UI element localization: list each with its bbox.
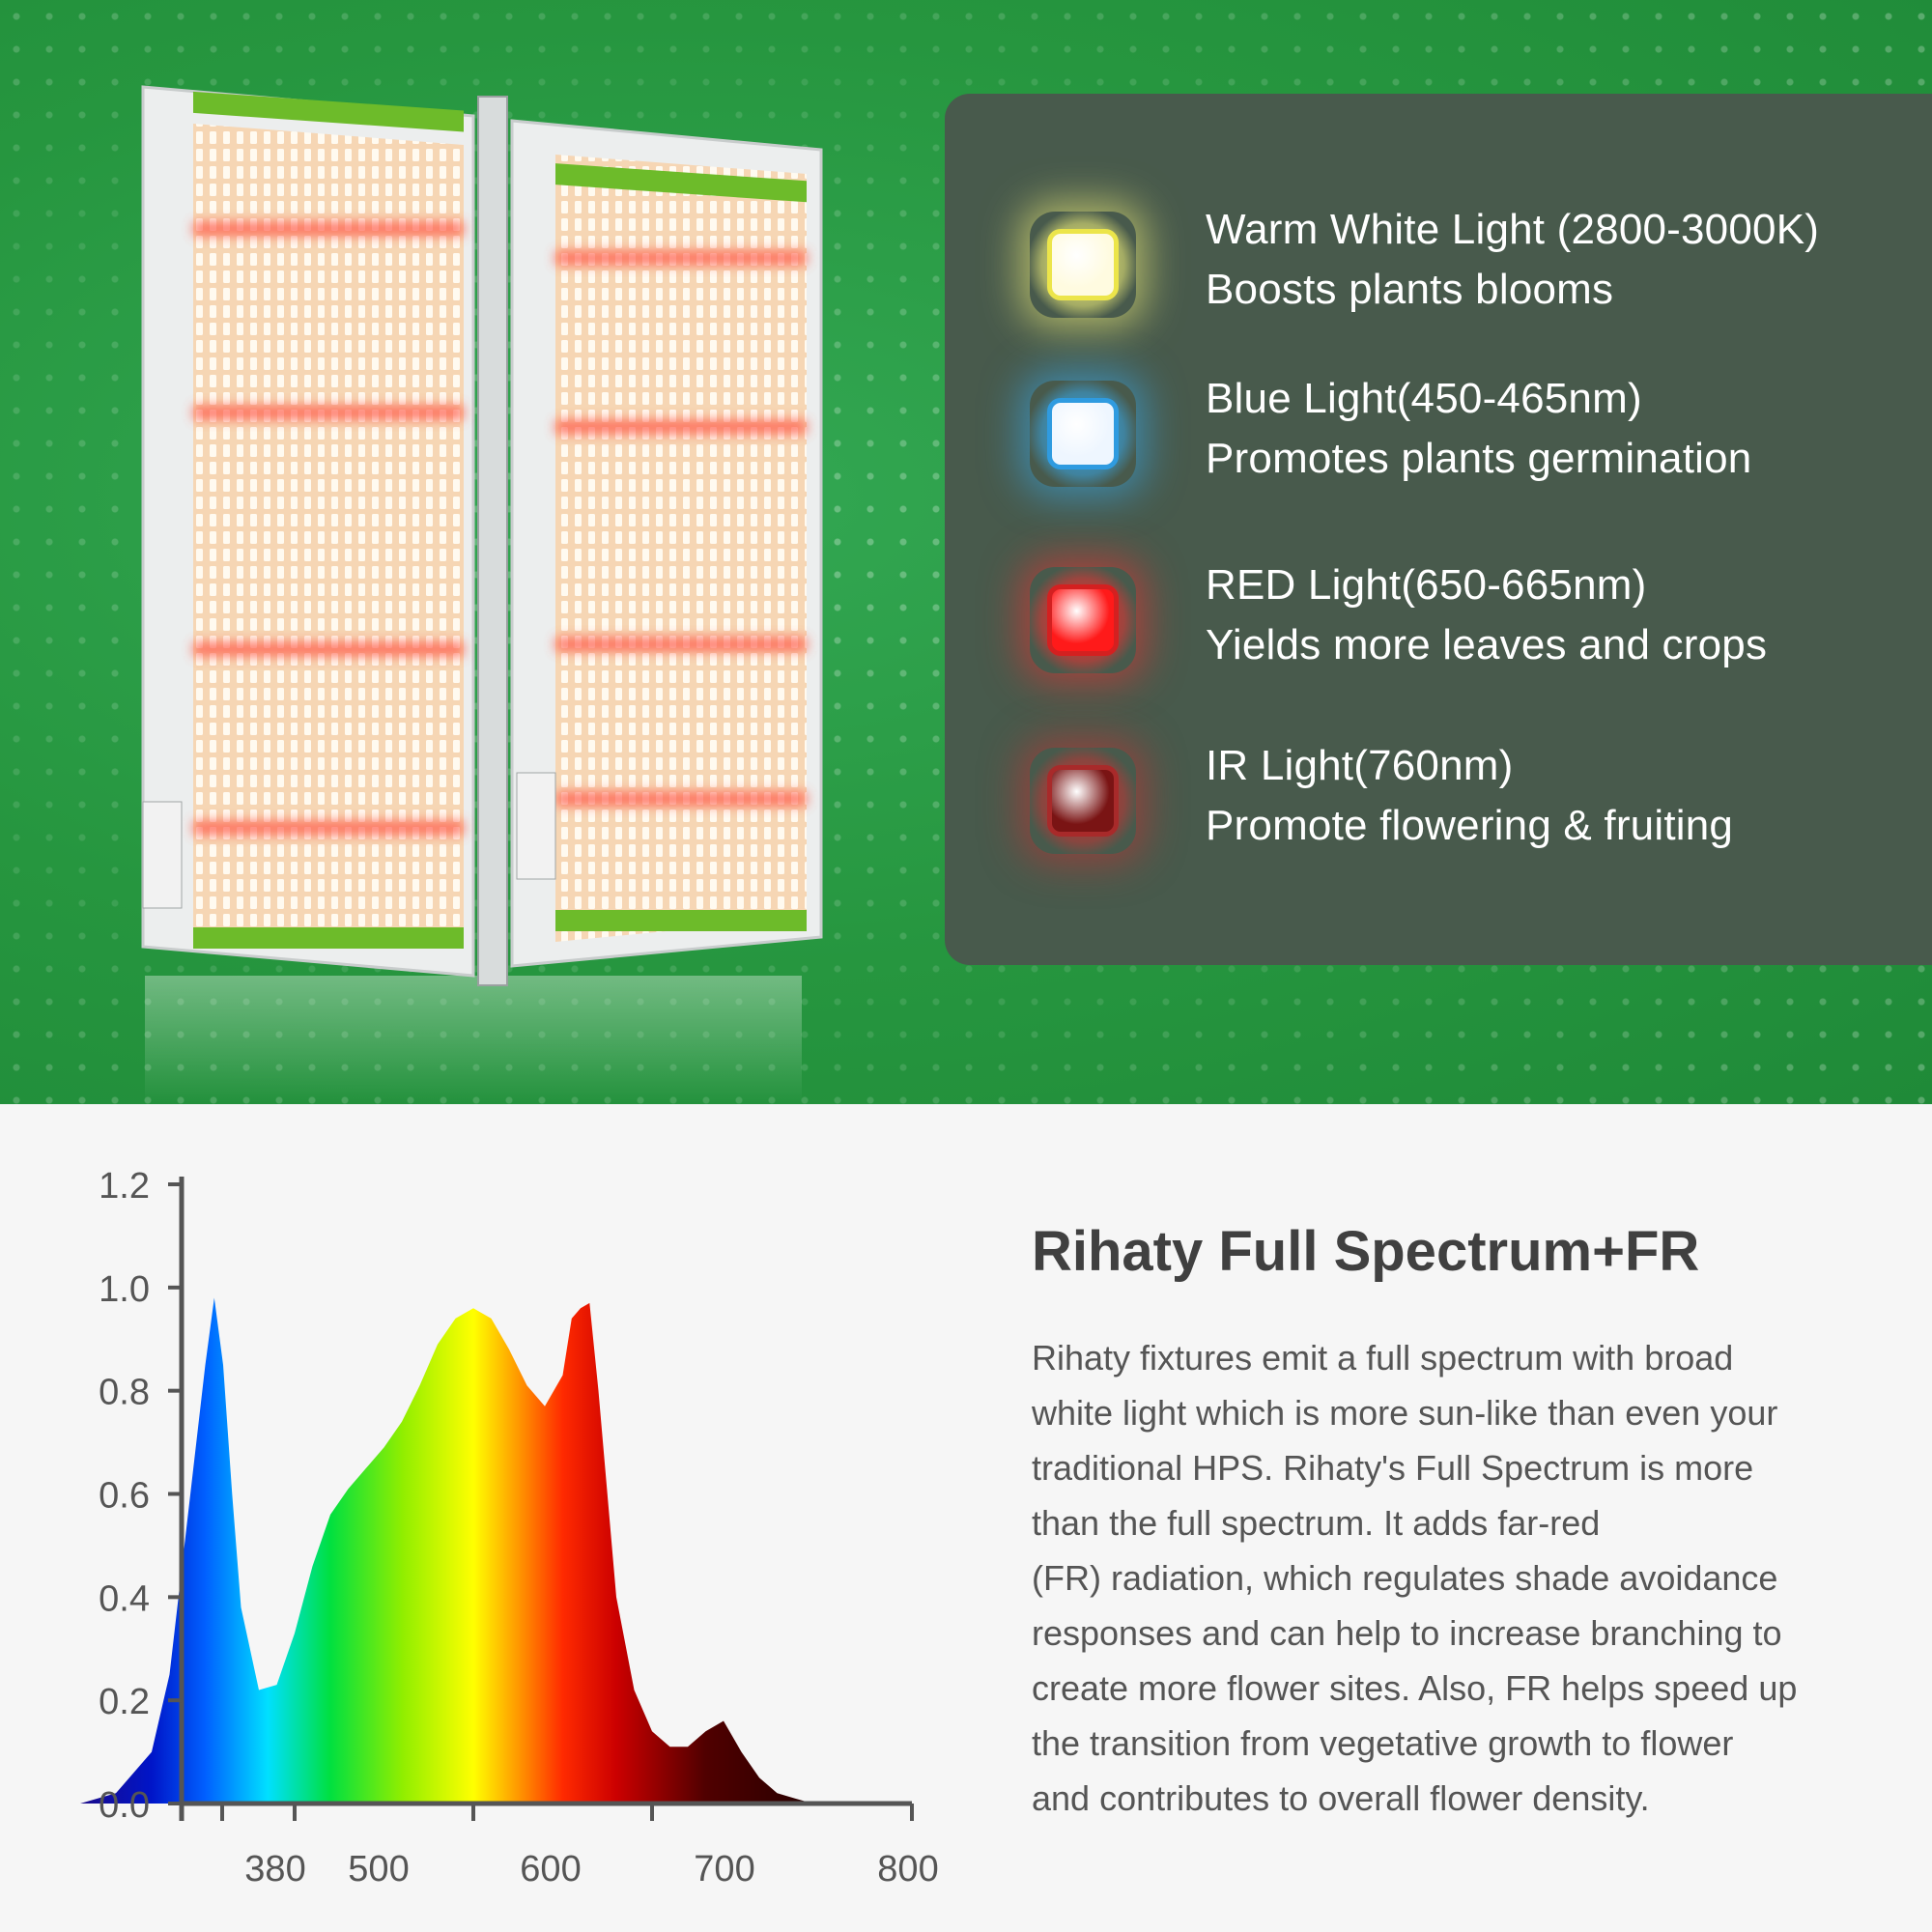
section-heading: Rihaty Full Spectrum+FR — [1032, 1220, 1700, 1283]
x-tick-label: 800 — [877, 1849, 938, 1889]
light-desc: Boosts plants blooms — [1206, 266, 1614, 313]
body-line: than the full spectrum. It adds far-red — [1032, 1503, 1601, 1543]
ir-led-icon — [1030, 748, 1136, 854]
light-title: RED Light(650-665nm) — [1206, 561, 1647, 609]
y-tick-label: 0.0 — [99, 1785, 150, 1826]
body-line: create more flower sites. Also, FR helps… — [1032, 1668, 1798, 1708]
spectrum-area — [80, 1297, 831, 1804]
hero-banner: Warm White Light (2800-3000K) Boosts pla… — [0, 0, 1932, 1104]
light-types-panel: Warm White Light (2800-3000K) Boosts pla… — [945, 94, 1932, 965]
light-item-red: RED Light(650-665nm) Yields more leaves … — [945, 554, 1932, 698]
body-line: the transition from vegetative growth to… — [1032, 1723, 1734, 1763]
red-led-icon — [1030, 567, 1136, 673]
y-tick-label: 0.4 — [99, 1578, 150, 1619]
y-tick-label: 0.8 — [99, 1373, 150, 1413]
x-tick-label: 380 — [244, 1849, 305, 1889]
light-desc: Yields more leaves and crops — [1206, 621, 1768, 668]
light-title: Warm White Light (2800-3000K) — [1206, 206, 1820, 253]
light-item-ir: IR Light(760nm) Promote flowering & frui… — [945, 734, 1932, 879]
y-tick-label: 0.2 — [99, 1682, 150, 1722]
spectrum-chart: 0.0 0.2 0.4 0.6 0.8 1.0 1.2 380 500 600 700 800 — [80, 1166, 939, 1889]
light-desc: Promote flowering & fruiting — [1206, 802, 1734, 849]
light-item-warm-white: Warm White Light (2800-3000K) Boosts pla… — [945, 198, 1932, 343]
body-line: white light which is more sun-like than … — [1032, 1393, 1778, 1433]
body-line: and contributes to overall flower densit… — [1032, 1778, 1650, 1818]
warm-white-led-icon — [1030, 212, 1136, 318]
x-tick-label: 500 — [348, 1849, 409, 1889]
y-tick-label: 1.2 — [99, 1166, 150, 1207]
light-title: Blue Light(450-465nm) — [1206, 375, 1642, 422]
y-tick-label: 1.0 — [99, 1269, 150, 1310]
y-tick-label: 0.6 — [99, 1476, 150, 1517]
body-line: Rihaty fixtures emit a full spectrum wit… — [1032, 1338, 1734, 1378]
blue-led-icon — [1030, 381, 1136, 487]
body-line: (FR) radiation, which regulates shade av… — [1032, 1558, 1778, 1598]
x-tick-label: 700 — [694, 1849, 754, 1889]
x-tick-label: 600 — [520, 1849, 581, 1889]
body-line: traditional HPS. Rihaty's Full Spectrum … — [1032, 1448, 1754, 1488]
body-line: responses and can help to increase branc… — [1032, 1613, 1782, 1653]
light-desc: Promotes plants germination — [1206, 435, 1752, 482]
spectrum-description: Rihaty Full Spectrum+FR Rihaty fixtures … — [1032, 1219, 1882, 1826]
grow-light-fixture-image — [141, 85, 823, 1104]
light-item-blue: Blue Light(450-465nm) Promotes plants ge… — [945, 367, 1932, 512]
section-body: Rihaty fixtures emit a full spectrum wit… — [1032, 1330, 1882, 1826]
light-title: IR Light(760nm) — [1206, 742, 1514, 789]
